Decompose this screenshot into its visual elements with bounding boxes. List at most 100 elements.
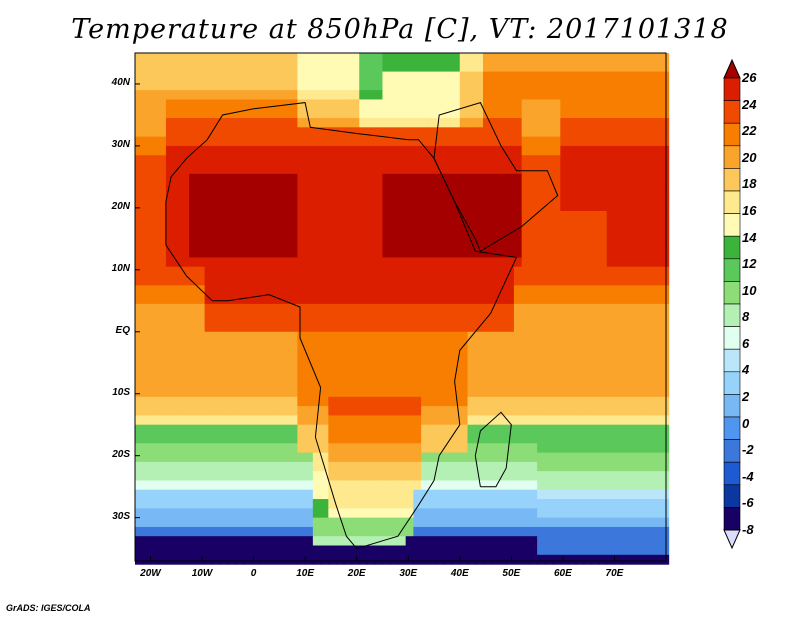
field-cell xyxy=(204,80,213,91)
field-cell xyxy=(374,145,384,156)
field-cell xyxy=(150,471,159,482)
field-cell xyxy=(258,480,268,491)
field-cell xyxy=(622,508,631,519)
field-cell xyxy=(598,434,608,444)
field-cell xyxy=(629,424,639,435)
field-cell xyxy=(397,285,407,296)
field-cell xyxy=(305,461,314,472)
field-cell xyxy=(312,545,322,556)
field-cell xyxy=(459,359,469,370)
field-cell xyxy=(281,127,291,138)
field-cell xyxy=(598,387,608,398)
field-cell xyxy=(660,387,670,398)
field-cell xyxy=(583,303,592,314)
field-cell xyxy=(583,220,592,231)
field-cell xyxy=(598,443,608,454)
field-cell xyxy=(428,434,438,444)
field-cell xyxy=(220,517,229,528)
field-cell xyxy=(312,266,322,277)
field-cell xyxy=(351,341,360,351)
field-cell xyxy=(336,90,345,101)
colorbar-bin xyxy=(723,235,741,260)
field-cell xyxy=(196,303,206,314)
field-cell xyxy=(591,155,600,166)
field-cell xyxy=(189,554,198,565)
field-cell xyxy=(428,71,438,82)
field-cell xyxy=(467,248,476,259)
field-cell xyxy=(281,461,291,472)
field-cell xyxy=(653,276,662,286)
field-cell xyxy=(297,62,306,73)
field-cell xyxy=(382,471,391,482)
field-cell xyxy=(459,201,469,212)
field-cell xyxy=(243,108,252,119)
field-cell xyxy=(251,257,260,268)
field-cell xyxy=(336,434,345,444)
field-cell xyxy=(142,387,152,398)
field-cell xyxy=(305,424,314,435)
field-cell xyxy=(413,554,422,565)
field-cell xyxy=(305,359,314,370)
field-cell xyxy=(552,508,561,519)
field-cell xyxy=(181,108,190,119)
field-cell xyxy=(513,526,523,537)
field-cell xyxy=(482,545,492,556)
field-cell xyxy=(343,378,353,389)
field-cell xyxy=(173,480,182,491)
field-cell xyxy=(405,173,414,184)
field-cell xyxy=(165,499,175,509)
field-cell xyxy=(653,378,662,389)
field-cell xyxy=(220,145,229,156)
field-cell xyxy=(637,80,646,91)
field-cell xyxy=(173,368,182,379)
field-cell xyxy=(189,517,198,528)
field-cell xyxy=(165,210,175,221)
field-cell xyxy=(598,350,608,361)
field-cell xyxy=(452,434,461,444)
field-cell xyxy=(258,192,268,203)
field-cell xyxy=(444,517,453,528)
field-cell xyxy=(513,294,523,305)
field-cell xyxy=(606,443,616,454)
field-cell xyxy=(428,443,438,454)
field-cell xyxy=(653,452,662,463)
field-cell xyxy=(243,183,252,193)
field-cell xyxy=(459,155,469,166)
field-cell xyxy=(413,341,422,351)
field-cell xyxy=(513,53,523,63)
field-cell xyxy=(382,480,391,491)
field-cell xyxy=(351,461,360,472)
field-cell xyxy=(436,238,445,249)
field-cell xyxy=(568,517,577,528)
field-cell xyxy=(560,229,569,240)
field-cell xyxy=(421,173,430,184)
field-cell xyxy=(506,434,515,444)
field-cell xyxy=(312,62,322,73)
field-cell xyxy=(544,461,554,472)
field-cell xyxy=(490,443,500,454)
field-cell xyxy=(482,359,492,370)
field-cell xyxy=(452,266,461,277)
field-cell xyxy=(660,526,670,537)
field-cell xyxy=(235,415,244,426)
field-cell xyxy=(598,266,608,277)
field-cell xyxy=(165,415,175,426)
field-cell xyxy=(305,248,314,259)
field-cell xyxy=(312,517,322,528)
field-cell xyxy=(506,350,515,361)
field-cell xyxy=(390,118,399,128)
field-cell xyxy=(390,136,399,147)
field-cell xyxy=(459,368,469,379)
field-cell xyxy=(366,341,376,351)
field-cell xyxy=(351,99,360,110)
lon-tick-label: 70E xyxy=(605,568,624,579)
field-cell xyxy=(529,173,538,184)
field-cell xyxy=(374,201,384,212)
field-cell xyxy=(575,90,585,101)
field-cell xyxy=(374,508,384,519)
field-cell xyxy=(513,136,523,147)
field-cell xyxy=(204,489,213,500)
field-cell xyxy=(227,471,237,482)
field-cell xyxy=(390,53,399,63)
field-cell xyxy=(405,127,414,138)
